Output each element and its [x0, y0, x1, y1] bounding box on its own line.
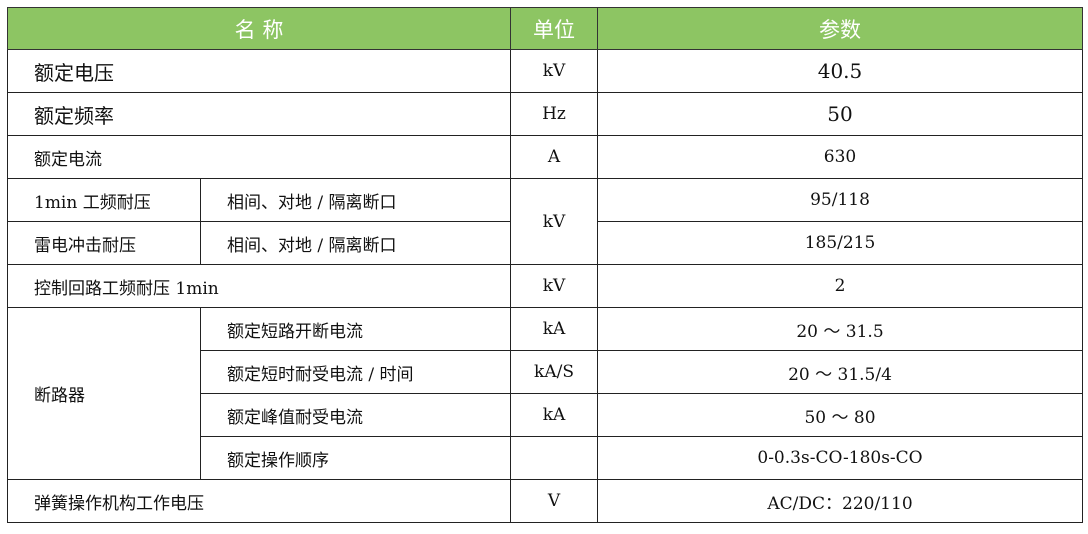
table-row: 额定短时耐受电流 / 时间 kA/S 20 ～ 31.5/4 [8, 350, 1083, 394]
table-row: 弹簧操作机构工作电压 V AC/DC：220/110 [7, 479, 1083, 523]
row-unit: kA [510, 393, 598, 437]
header-param: 参数 [597, 7, 1083, 50]
row-sub: 相间、对地 / 隔离断口 [200, 221, 511, 265]
row-value: 20 ～ 31.5/4 [597, 350, 1083, 394]
row-unit: kA [510, 307, 598, 351]
row-value: 185/215 [597, 221, 1083, 265]
row-unit [510, 436, 598, 480]
spec-table: 名 称 单位 参数 额定电压 kV 40.5 额定频率 Hz 50 额定电流 A… [7, 7, 1083, 523]
row-name: 雷电冲击耐压 [7, 221, 201, 265]
row-unit: V [510, 479, 598, 523]
row-sub: 额定短路开断电流 [200, 307, 511, 351]
row-value: 630 [597, 135, 1083, 179]
row-sub: 相间、对地 / 隔离断口 [200, 178, 511, 222]
row-unit: Hz [510, 92, 598, 136]
row-value: AC/DC：220/110 [597, 479, 1083, 523]
table-row: 额定峰值耐受电流 kA 50 ～ 80 [8, 393, 1083, 437]
row-unit: kV [510, 49, 598, 93]
row-name: 弹簧操作机构工作电压 [7, 479, 511, 523]
row-value: 40.5 [597, 49, 1083, 93]
row-value: 95/118 [597, 178, 1083, 222]
header-name: 名 称 [7, 7, 511, 50]
table-row: 额定电流 A 630 [7, 135, 1083, 179]
table-row: 额定操作顺序 0-0.3s-CO-180s-CO [8, 436, 1083, 480]
row-value: 50 [597, 92, 1083, 136]
table-row: 控制回路工频耐压 1min kV 2 [7, 264, 1083, 308]
table-header: 名 称 单位 参数 [7, 7, 1083, 50]
row-name: 控制回路工频耐压 1min [7, 264, 511, 308]
row-unit: kV [510, 178, 598, 265]
row-value: 2 [597, 264, 1083, 308]
row-value: 0-0.3s-CO-180s-CO [597, 436, 1083, 480]
table-row: 雷电冲击耐压 相间、对地 / 隔离断口 185/215 [7, 221, 1083, 265]
row-name: 1min 工频耐压 [7, 178, 201, 222]
table-row: 额定频率 Hz 50 [7, 92, 1083, 136]
table-row: 断路器 额定短路开断电流 kA 20 ～ 31.5 [7, 307, 1083, 480]
row-name: 额定电流 [7, 135, 511, 179]
row-value: 20 ～ 31.5 [597, 307, 1083, 351]
row-name: 断路器 [7, 307, 201, 480]
row-unit: kV [510, 264, 598, 308]
table-row: 额定电压 kV 40.5 [7, 49, 1083, 93]
row-sub: 额定峰值耐受电流 [200, 393, 511, 437]
table-row: 1min 工频耐压 相间、对地 / 隔离断口 kV 95/118 [7, 178, 1083, 265]
header-unit: 单位 [510, 7, 598, 50]
row-sub: 额定短时耐受电流 / 时间 [200, 350, 511, 394]
row-name: 额定频率 [7, 92, 511, 136]
row-value: 50 ～ 80 [597, 393, 1083, 437]
row-name: 额定电压 [7, 49, 511, 93]
row-sub: 额定操作顺序 [200, 436, 511, 480]
row-unit: kA/S [510, 350, 598, 394]
row-unit: A [510, 135, 598, 179]
